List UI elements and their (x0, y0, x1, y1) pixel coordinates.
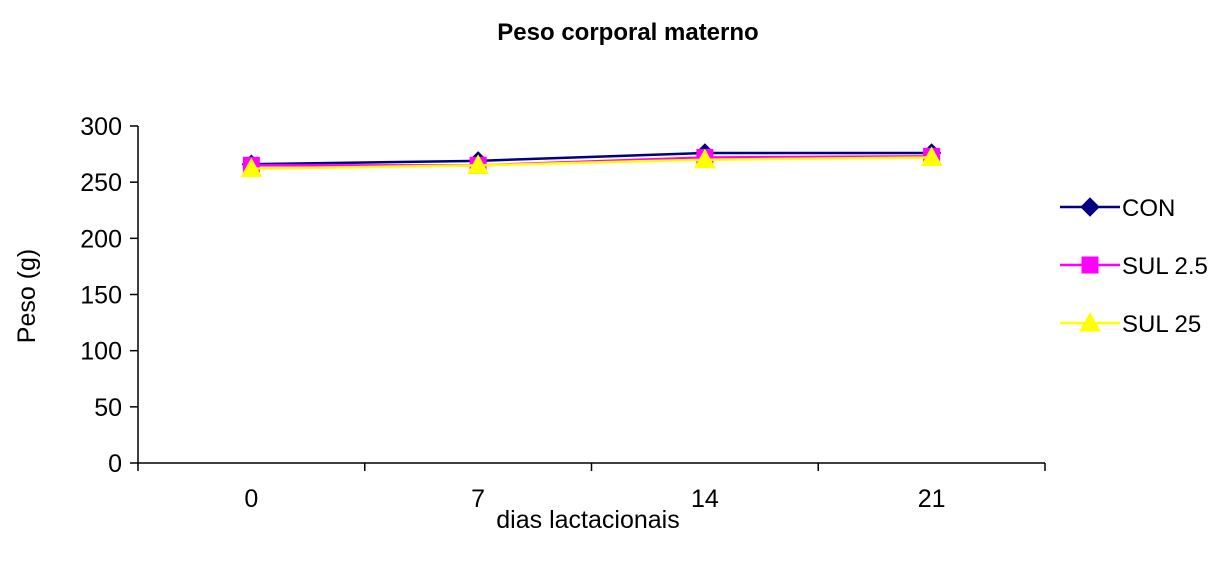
legend-marker (1079, 311, 1101, 332)
y-tick-label: 50 (94, 394, 122, 422)
legend-label: SUL 25 (1122, 311, 1201, 338)
chart-title: Peso corporal materno (497, 19, 758, 46)
legend: CON SUL 2.5 SUL 25 (1060, 195, 1208, 338)
legend-marker (1081, 256, 1099, 274)
y-tick-label: 100 (80, 338, 122, 366)
y-tick-label: 200 (80, 225, 122, 253)
legend-label: CON (1122, 195, 1175, 222)
legend-item: SUL 25 (1060, 311, 1201, 338)
data-point (467, 154, 489, 174)
series-2 (240, 146, 943, 178)
series-line (251, 156, 932, 170)
x-axis-label: dias lactacionais (496, 506, 679, 534)
x-tick-label: 0 (244, 485, 258, 513)
x-tick-label: 7 (471, 485, 485, 513)
y-tick-label: 0 (108, 450, 122, 478)
x-tick-label: 21 (918, 485, 946, 513)
x-tick-label: 14 (691, 485, 719, 513)
legend-label: SUL 2.5 (1122, 253, 1208, 280)
series-group (240, 143, 943, 178)
data-point (240, 157, 263, 178)
x-axis-ticks: 0 7 14 21 (137, 463, 1046, 513)
data-point (920, 146, 943, 166)
legend-item: CON (1060, 195, 1175, 222)
data-point (694, 148, 716, 169)
legend-item: SUL 2.5 (1060, 253, 1208, 280)
y-tick-label: 250 (80, 169, 122, 197)
series-line (251, 151, 932, 166)
y-axis-label: Peso (g) (13, 249, 41, 343)
axes (137, 126, 1045, 464)
y-tick-label: 150 (80, 282, 122, 310)
y-tick-label: 300 (80, 113, 122, 141)
legend-marker (1080, 197, 1100, 217)
y-axis-ticks: 0 50 100 150 200 250 300 (80, 113, 138, 478)
